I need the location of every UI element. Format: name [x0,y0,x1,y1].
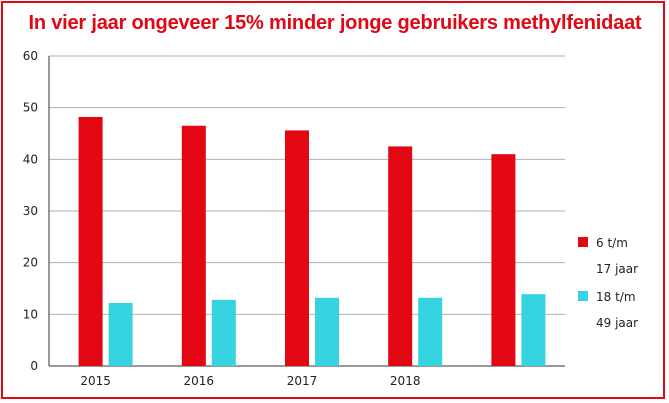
y-tick-label: 20 [23,256,38,270]
x-tick-label: 2015 [80,374,111,388]
x-tick-label: 2016 [184,374,215,388]
y-axis: 0 10 20 30 40 50 60 [23,49,50,373]
bar-series2-2018 [418,297,443,366]
bars [78,116,546,366]
bar-series2-2017 [315,297,339,366]
legend-label-2: 18 t/m [596,290,636,304]
bar-series2-2016 [211,299,236,366]
bar-series1-2015 [78,116,103,366]
bar-series1-2017 [285,130,309,366]
bar-series1-2018 [388,146,413,366]
y-tick-label: 50 [23,101,38,115]
x-tick-label: 2018 [390,374,421,388]
legend-swatch-1 [578,237,588,247]
x-tick-label: 2017 [287,374,318,388]
bar-series1-cat5 [491,154,516,366]
legend-swatch-2 [578,291,588,301]
legend-label-1: 6 t/m [596,236,628,250]
chart-title: In vier jaar ongeveer 15% minder jonge g… [28,12,642,34]
legend-label-2: 49 jaar [596,316,638,330]
y-tick-label: 30 [23,204,38,218]
bar-series1-2016 [181,125,206,366]
y-tick-label: 10 [23,307,38,321]
y-tick-label: 60 [23,49,38,63]
bar-series2-cat5 [521,294,546,366]
y-tick-label: 40 [23,152,38,166]
y-tick-label: 0 [30,359,38,373]
bar-series2-2015 [108,302,133,366]
x-axis: 2015 2016 2017 2018 [80,374,420,388]
legend-label-1: 17 jaar [596,262,638,276]
legend: 6 t/m 17 jaar 18 t/m 49 jaar [578,236,638,330]
